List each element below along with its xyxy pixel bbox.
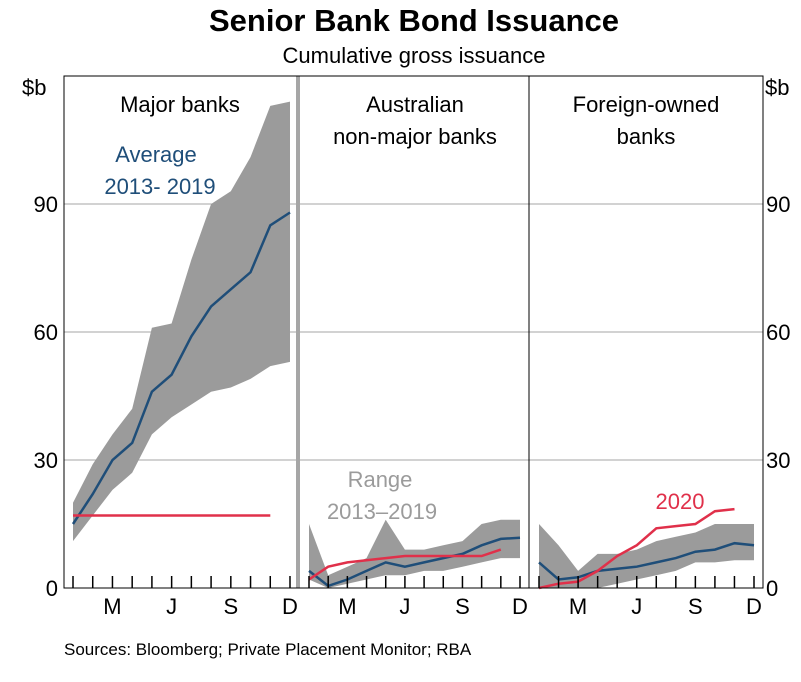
year2020-line-panel-3 bbox=[538, 507, 735, 590]
y-tick-label-right: 30 bbox=[766, 448, 790, 473]
y-tick-label-left: 0 bbox=[46, 576, 58, 601]
panel-title-2: Australian bbox=[366, 92, 464, 117]
x-tick-label: D bbox=[282, 594, 298, 619]
x-tick-label: D bbox=[746, 594, 762, 619]
x-tick-label: S bbox=[455, 594, 470, 619]
x-tick-label: M bbox=[569, 594, 587, 619]
y-axis-unit-right: $b bbox=[765, 75, 789, 100]
chart-title: Senior Bank Bond Issuance bbox=[209, 3, 619, 38]
source-note: Sources: Bloomberg; Private Placement Mo… bbox=[64, 640, 472, 659]
x-tick-label: J bbox=[166, 594, 177, 619]
x-tick-label: J bbox=[399, 594, 410, 619]
panel-title-1: Major banks bbox=[120, 92, 240, 117]
y-axis-unit-left: $b bbox=[22, 75, 46, 100]
y-tick-label-right: 0 bbox=[766, 576, 778, 601]
x-tick-label: S bbox=[223, 594, 238, 619]
x-tick-label: M bbox=[338, 594, 356, 619]
panel-title-3: banks bbox=[617, 124, 676, 149]
year2020-line-panel-2 bbox=[308, 548, 502, 581]
y-tick-label-right: 90 bbox=[766, 192, 790, 217]
y-tick-label-left: 30 bbox=[34, 448, 58, 473]
average-line-panel-3 bbox=[538, 541, 755, 581]
x-tick-label: S bbox=[688, 594, 703, 619]
annotation-average-years: 2013- 2019 bbox=[104, 174, 215, 199]
annotation-average: Average bbox=[115, 142, 197, 167]
x-tick-label: M bbox=[103, 594, 121, 619]
x-tick-label: J bbox=[631, 594, 642, 619]
range-band-panel-1 bbox=[73, 101, 290, 542]
annotation-range: Range bbox=[348, 467, 413, 492]
plot-area: M J S D Major banks M J S D Australian non-major b… bbox=[34, 75, 790, 619]
chart-subtitle: Cumulative gross issuance bbox=[283, 43, 546, 68]
plot-frame bbox=[63, 75, 764, 589]
x-tick-label: D bbox=[512, 594, 528, 619]
range-band-panel-2 bbox=[309, 519, 520, 588]
average-line-panel-2 bbox=[308, 536, 521, 588]
average-line-panel-1 bbox=[71, 211, 291, 525]
panel-title-2: non-major banks bbox=[333, 124, 497, 149]
panel-title-3: Foreign-owned bbox=[573, 92, 720, 117]
y-tick-label-right: 60 bbox=[766, 320, 790, 345]
y-tick-label-left: 90 bbox=[34, 192, 58, 217]
annotation-range-years: 2013–2019 bbox=[327, 499, 437, 524]
y-tick-label-left: 60 bbox=[34, 320, 58, 345]
annotation-2020: 2020 bbox=[656, 489, 705, 514]
